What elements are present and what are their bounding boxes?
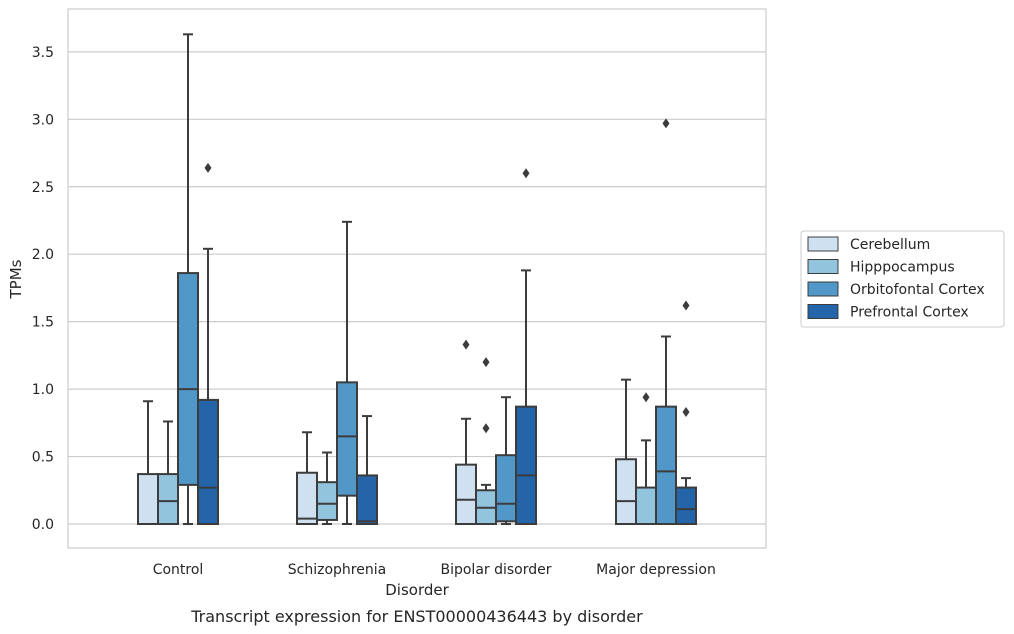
box-0-1 — [157, 420, 179, 526]
box-rect — [157, 473, 179, 526]
outlier-point — [522, 168, 530, 179]
box-rect — [675, 486, 697, 525]
box-2-0 — [455, 339, 477, 526]
legend-swatch — [807, 281, 839, 297]
outlier-point — [482, 357, 490, 368]
y-tick-label: 3.0 — [32, 112, 54, 128]
x-tick-label: Major depression — [596, 562, 716, 578]
box-rect — [296, 471, 318, 526]
box-0-2 — [177, 33, 199, 525]
outlier-point — [642, 392, 650, 403]
outlier-point — [482, 423, 490, 434]
box-1-0 — [296, 431, 318, 526]
y-tick-label: 2.0 — [32, 247, 54, 263]
box-rect — [336, 381, 358, 497]
legend-label: Prefrontal Cortex — [850, 305, 969, 321]
x-tick-label: Control — [153, 562, 204, 578]
box-rect — [655, 405, 677, 525]
x-tick-label: Bipolar disorder — [440, 562, 551, 578]
box-0-3 — [197, 162, 219, 525]
chart-caption: Transcript expression for ENST0000043644… — [190, 607, 643, 626]
legend-swatch — [807, 236, 839, 252]
y-tick-label: 2.5 — [32, 180, 54, 196]
box-3-1 — [635, 392, 657, 525]
box-rect — [177, 272, 199, 486]
outlier-point — [662, 118, 670, 129]
box-1-1 — [316, 451, 338, 525]
plot-frame — [67, 8, 767, 549]
legend-frame — [800, 230, 1005, 328]
outlier-point — [682, 300, 690, 311]
legend-label: Orbitofontal Cortex — [850, 282, 985, 298]
legend-label: Hipppocampus — [850, 260, 955, 276]
legend-swatch — [807, 259, 839, 274]
outlier-point — [204, 162, 212, 173]
box-rect — [615, 458, 637, 525]
box-3-0 — [615, 378, 637, 525]
y-tick-label: 0.5 — [32, 450, 54, 466]
box-3-3 — [675, 300, 697, 525]
box-1-2 — [336, 220, 358, 525]
x-tick-label: Schizophrenia — [288, 562, 386, 578]
legend: Cerebellum Hipppocampus Orbitofontal Corte… — [800, 230, 1005, 328]
box-rect — [455, 463, 477, 526]
box-2-2 — [495, 396, 517, 525]
box-2-3 — [515, 168, 537, 525]
box-rect — [495, 454, 517, 523]
box-rect — [515, 405, 537, 525]
box-rect — [316, 481, 338, 521]
outlier-point — [682, 407, 690, 418]
x-axis-ticks: Control Schizophrenia Bipolar disorder Majo… — [153, 562, 716, 578]
y-tick-label: 1.0 — [32, 382, 54, 398]
y-tick-label: 0.0 — [32, 517, 54, 533]
y-tick-label: 3.5 — [32, 45, 54, 61]
y-tick-label: 1.5 — [32, 315, 54, 331]
legend-swatch — [807, 304, 839, 319]
box-rect — [137, 473, 159, 526]
outlier-point — [462, 339, 470, 350]
box-rect — [197, 398, 219, 525]
boxes — [137, 33, 697, 526]
box-2-1 — [475, 357, 497, 525]
legend-label: Cerebellum — [850, 237, 930, 253]
box-0-0 — [137, 400, 159, 526]
y-axis-label: TPMs — [7, 259, 25, 299]
box-rect — [356, 474, 378, 526]
x-axis-label: Disorder — [385, 581, 449, 599]
y-axis-ticks: 0.0 0.5 1.0 1.5 2.0 2.5 3.0 3.5 — [32, 45, 54, 533]
box-1-3 — [356, 415, 378, 526]
box-3-2 — [655, 118, 677, 525]
box-rect — [635, 486, 657, 525]
